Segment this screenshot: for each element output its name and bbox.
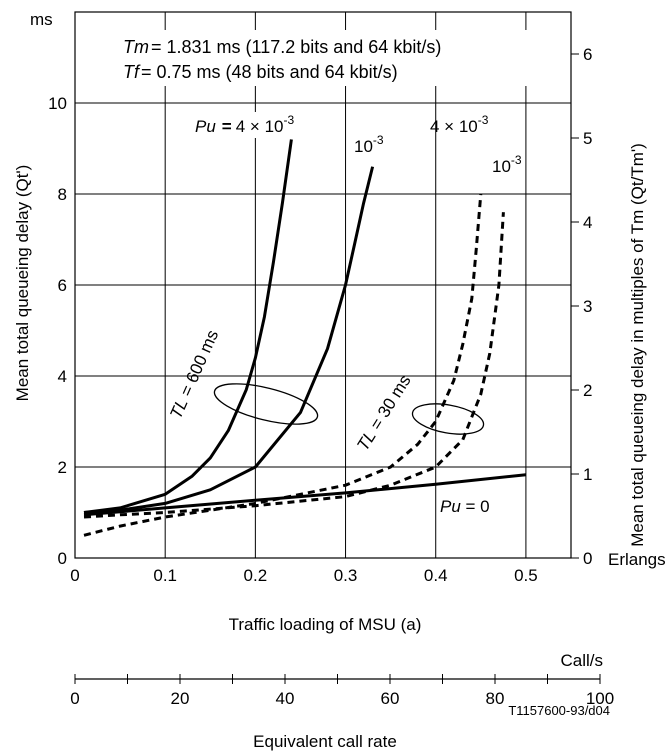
pu-label-background — [192, 112, 292, 138]
tl30-text: = 30 ms — [364, 372, 415, 438]
pu-equals: = — [222, 117, 232, 136]
y2-tick-label: 1 — [583, 465, 592, 484]
figure-code: T1157600-93/d04 — [508, 703, 610, 718]
pu-4e3-exp: -3 — [283, 113, 294, 127]
tm-annotation: Tm = 1.831 ms (117.2 bits and 64 kbit/s) — [123, 37, 441, 57]
secondary-tick-label: 0 — [70, 689, 79, 708]
tl-30-ellipse — [411, 403, 485, 435]
secondary-x-title: Equivalent call rate — [253, 732, 397, 751]
x-unit-label: Erlangs — [608, 550, 666, 569]
y-tick-label: 6 — [58, 276, 67, 295]
pu-1e3-label: 10-3 — [354, 133, 384, 156]
grid — [74, 11, 579, 559]
y2-tick-label: 5 — [583, 129, 592, 148]
dash-4e3-label: 4 × 10-3 — [430, 113, 489, 136]
pu-4e3-label: Pu = 4 × 10-3 — [195, 113, 294, 136]
tm-value: = 1.831 ms (117.2 bits and 64 kbit/s) — [151, 37, 441, 57]
tl-600-ellipse — [213, 383, 319, 425]
x-tick-label: 0.3 — [334, 566, 358, 585]
y-tick-label: 10 — [48, 94, 67, 113]
tf-annotation: Tf = 0.75 ms (48 bits and 64 kbit/s) — [123, 62, 398, 82]
series-line-2 — [83, 166, 375, 514]
y2-tick-label: 6 — [583, 45, 592, 64]
tl600-text: = 600 ms — [174, 327, 222, 403]
dash-4e3-text: 4 × 10 — [430, 117, 478, 136]
y2-axis-title: Mean total queueing delay in multiples o… — [628, 143, 647, 547]
annotation-background — [95, 30, 535, 86]
secondary-tick-label: 40 — [276, 689, 295, 708]
tm-symbol: Tm — [123, 37, 149, 57]
secondary-tick-label: 100 — [586, 689, 614, 708]
x-tick-label: 0.5 — [514, 566, 538, 585]
pu-4e3-text: 4 × 10 — [236, 117, 284, 136]
dash-1e3-text: 10 — [492, 157, 511, 176]
y-tick-label: 8 — [58, 185, 67, 204]
y2-tick-label: 4 — [583, 213, 592, 232]
series-line-4 — [83, 212, 505, 519]
pu-zero-label: Pu = 0 — [440, 497, 490, 516]
dash-1e3-exp: -3 — [511, 153, 522, 167]
y2-tick-label: 0 — [583, 549, 592, 568]
pu0-symbol: Pu — [440, 497, 461, 516]
x-axis-title: Traffic loading of MSU (a) — [229, 615, 422, 634]
curves — [83, 139, 527, 537]
secondary-tick-label: 60 — [381, 689, 400, 708]
y2-tick-label: 2 — [583, 381, 592, 400]
y-unit-label: ms — [30, 10, 53, 29]
y-tick-label: 2 — [58, 458, 67, 477]
series-line-5 — [83, 473, 527, 517]
y-tick-label: 4 — [58, 367, 67, 386]
tf-symbol: Tf — [123, 62, 141, 82]
tick-labels: 0 0.1 0.2 0.3 0.4 0.5 0 2 4 6 8 10 0 1 2 3 4 5 6 — [48, 45, 592, 585]
tl-600-label: TL = 600 ms — [166, 327, 222, 421]
pu-1e3-exp: -3 — [373, 133, 384, 147]
y2-tick-label: 3 — [583, 297, 592, 316]
secondary-x-axis: 0 20 40 60 80 100 — [70, 674, 614, 708]
dash-1e3-label: 10-3 — [492, 153, 522, 176]
secondary-x-unit: Call/s — [560, 651, 603, 670]
pu0-text: = 0 — [461, 497, 490, 516]
x-tick-label: 0.4 — [424, 566, 448, 585]
secondary-tick-label: 20 — [171, 689, 190, 708]
x-tick-label: 0.2 — [244, 566, 268, 585]
dash-4e3-exp: -3 — [478, 113, 489, 127]
x-tick-label: 0 — [70, 566, 79, 585]
secondary-tick-label: 80 — [486, 689, 505, 708]
x-tick-label: 0.1 — [153, 566, 177, 585]
series-line-3 — [83, 193, 483, 537]
series-line-1 — [83, 139, 293, 514]
tf-value: = 0.75 ms (48 bits and 64 kbit/s) — [141, 62, 398, 82]
tl-30-label: TL = 30 ms — [353, 372, 414, 455]
pu-1e3-text: 10 — [354, 137, 373, 156]
y-axis-title: Mean total queueing delay (Qt') — [13, 165, 32, 402]
y-tick-label: 0 — [58, 549, 67, 568]
pu-symbol: Pu — [195, 117, 216, 136]
